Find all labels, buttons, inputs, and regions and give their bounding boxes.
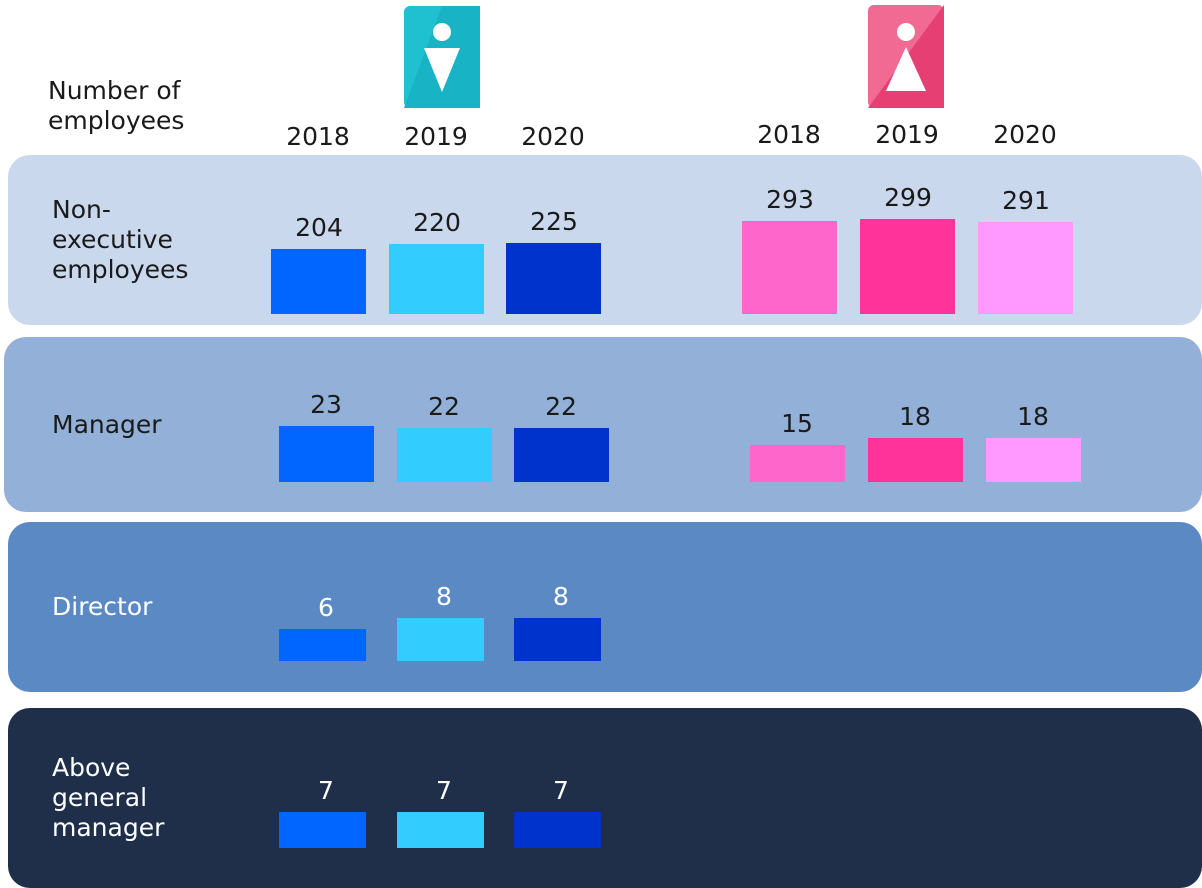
bar [514,812,601,848]
row-label: Director [52,592,153,621]
value-label: 22 [428,392,460,422]
value-label: 299 [884,183,932,212]
year-label: 2018 [286,122,350,151]
bar [506,242,601,314]
year-label: 2018 [757,120,821,149]
value-label: 7 [436,776,452,805]
value-label: 7 [553,776,569,805]
value-label: 291 [1002,185,1050,215]
header: Number of employees [48,76,185,135]
value-label: 225 [530,206,578,236]
bar [397,812,484,848]
bar [271,249,366,314]
value-label: 23 [310,390,342,419]
bar [860,219,955,314]
value-label: 7 [318,776,334,805]
value-label: 15 [781,409,813,439]
value-label: 220 [413,208,461,238]
bar [742,220,837,314]
bar [279,426,374,482]
bar [514,428,609,482]
bar [397,618,484,661]
value-label: 293 [766,184,814,214]
row-band [8,708,1202,888]
value-label: 18 [1017,402,1049,432]
bar [986,438,1081,482]
bar [279,628,366,661]
year-label: 2020 [993,120,1057,149]
value-label: 204 [295,213,343,243]
value-label: 18 [899,402,931,432]
bar [397,428,492,482]
bar [389,244,484,314]
bar [868,438,963,482]
year-label: 2019 [404,122,468,151]
value-label: 8 [553,582,569,611]
row-band [4,337,1202,512]
bar [514,618,601,661]
bar [279,812,366,848]
row-band [8,522,1202,692]
row-label: Above general manager [52,753,165,842]
female-icon [868,5,944,108]
row-label: Manager [52,409,162,439]
row-label: Non-executive employees [52,195,189,284]
bar [978,221,1073,314]
value-label: 22 [545,392,577,422]
bar [750,445,845,482]
year-label: 2019 [875,120,939,149]
male-icon [404,6,480,108]
value-label: 8 [436,582,452,611]
value-label: 6 [318,592,334,622]
year-label: 2020 [521,122,585,151]
